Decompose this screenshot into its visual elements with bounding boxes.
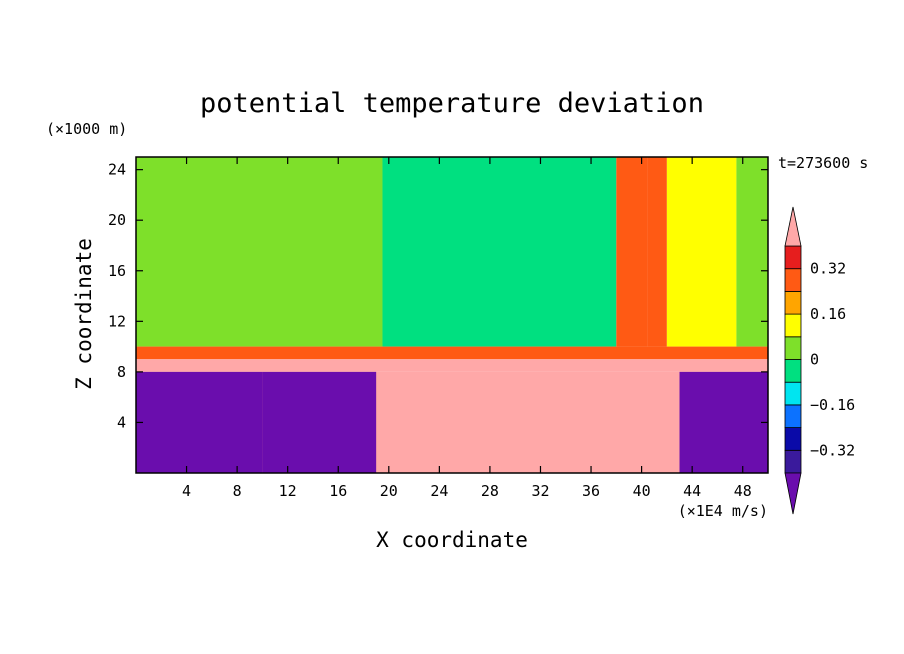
- colorbar-extend-bottom: [784, 472, 802, 515]
- y-tick-label-8: 8: [117, 363, 126, 381]
- x-tick-label-36: 36: [582, 482, 600, 500]
- colorbar-bin-9: [784, 245, 802, 270]
- y-tick-label-24: 24: [108, 161, 126, 179]
- contour-region-2: [616, 157, 648, 347]
- time-label: t=273600 s: [778, 154, 868, 172]
- colorbar-label-3: −0.16: [810, 396, 855, 414]
- contour-region-0: [136, 157, 383, 347]
- y-tick-label-12: 12: [108, 312, 126, 330]
- colorbar-label-0: 0.32: [810, 260, 846, 278]
- x-tick-label-12: 12: [279, 482, 297, 500]
- y-axis-unit: (×1000 m): [46, 120, 127, 138]
- colorbar-bin-7: [784, 290, 802, 315]
- x-axis: 4 8 12 16 20 24 28 32 36 40 44 48: [182, 157, 752, 500]
- contour-region-9: [136, 371, 263, 473]
- colorbar-bin-4: [784, 359, 802, 383]
- colorbar-bin-2: [784, 404, 802, 428]
- colorbar-extend-top: [784, 206, 802, 247]
- plot-frame: [135, 156, 769, 474]
- x-tick-label-48: 48: [734, 482, 752, 500]
- colorbar-label-2: 0: [810, 351, 819, 369]
- x-tick-label-4: 4: [182, 482, 191, 500]
- x-tick-label-28: 28: [481, 482, 499, 500]
- colorbar-label-4: −0.32: [810, 441, 855, 459]
- colorbar-bin-0: [784, 449, 802, 474]
- contour-field: [136, 157, 768, 473]
- y-tick-label-4: 4: [117, 413, 126, 431]
- colorbar-bin-3: [784, 381, 802, 406]
- y-axis-label: Z coordinate: [72, 238, 96, 390]
- contour-region-5: [736, 157, 768, 347]
- x-axis-label: X coordinate: [376, 528, 528, 552]
- colorbar: 0.32 0.16 0 −0.16 −0.32: [784, 206, 855, 515]
- x-tick-label-20: 20: [380, 482, 398, 500]
- contour-region-3: [647, 157, 667, 347]
- colorbar-bin-1: [784, 427, 802, 451]
- x-tick-label-40: 40: [633, 482, 651, 500]
- x-tick-label-16: 16: [329, 482, 347, 500]
- contour-region-10: [262, 371, 377, 473]
- colorbar-bin-8: [784, 268, 802, 292]
- x-tick-label-8: 8: [233, 482, 242, 500]
- y-tick-label-16: 16: [108, 262, 126, 280]
- x-tick-label-44: 44: [683, 482, 701, 500]
- chart-title: potential temperature deviation: [200, 88, 704, 119]
- contour-region-1: [382, 157, 617, 347]
- x-tick-label-24: 24: [430, 482, 448, 500]
- y-tick-label-20: 20: [108, 211, 126, 229]
- x-tick-label-32: 32: [531, 482, 549, 500]
- colorbar-bin-5: [784, 336, 802, 360]
- x-axis-unit: (×1E4 m/s): [678, 502, 768, 520]
- contour-region-7: [136, 359, 768, 372]
- y-axis: 4 8 12 16 20 24: [108, 161, 768, 431]
- colorbar-label-1: 0.16: [810, 305, 846, 323]
- contour-region-11: [679, 371, 768, 473]
- contour-region-4: [666, 157, 737, 347]
- contour-region-6: [136, 346, 768, 360]
- colorbar-bin-6: [784, 313, 802, 338]
